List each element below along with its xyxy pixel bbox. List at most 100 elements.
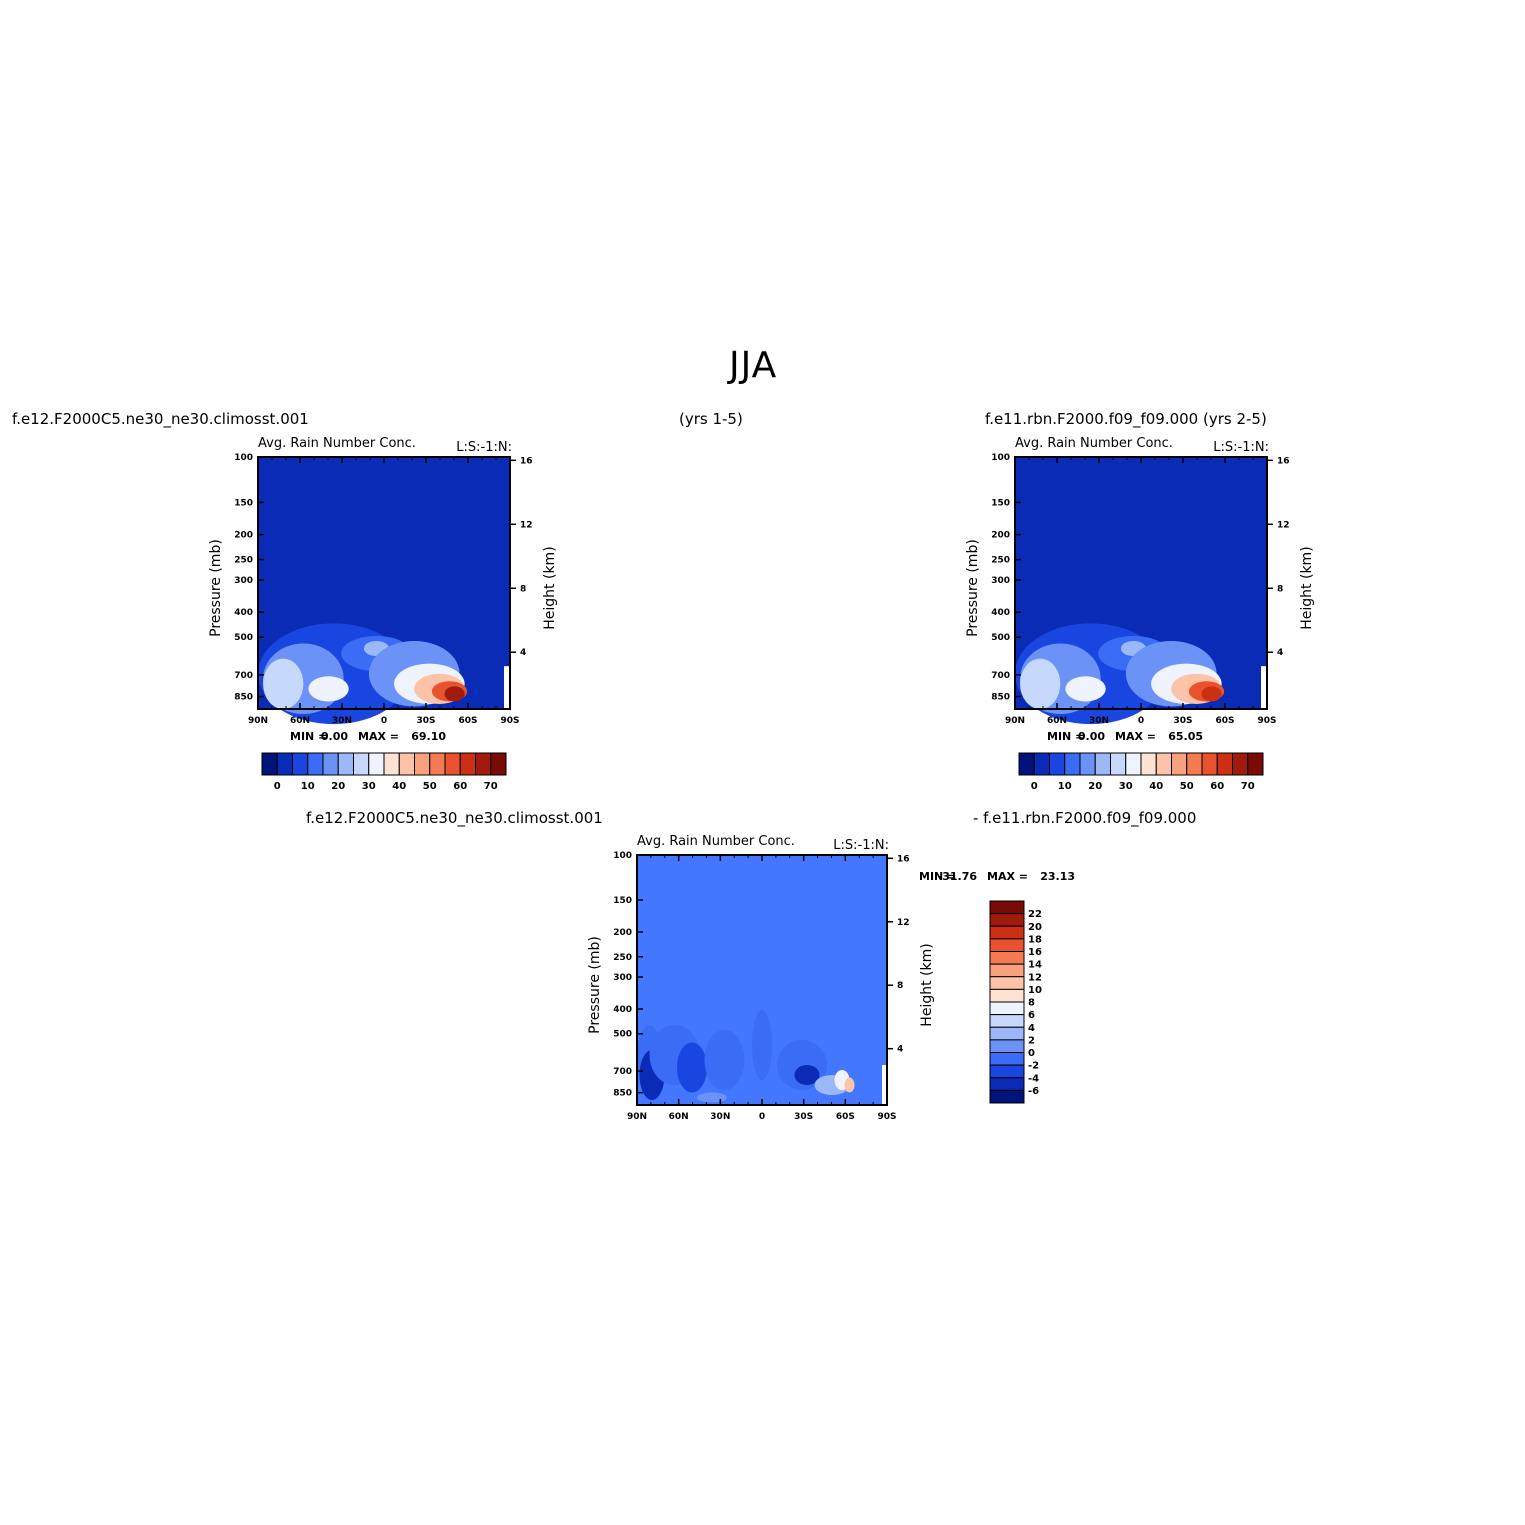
- max-label: MAX =: [987, 870, 1028, 883]
- max-value: 69.10: [411, 730, 446, 743]
- colorbar-tick-label: -6: [1028, 1086, 1039, 1097]
- y-right-tick-label: 16: [897, 854, 910, 864]
- colorbar-tick-label: 50: [423, 781, 437, 792]
- y-tick-label: 250: [234, 556, 253, 566]
- colorbar-swatch: [261, 752, 278, 776]
- colorbar-tick-label: 10: [1028, 985, 1042, 996]
- colorbar-swatch: [1186, 752, 1203, 776]
- y-axis-label: Pressure (mb): [587, 936, 603, 1034]
- colorbar-swatch: [1064, 752, 1081, 776]
- colorbar-tick-label: 6: [1028, 1010, 1035, 1021]
- chart-panel-right: 90N 60N 30N 0 30S 60S 90S100150200250300400500…: [965, 436, 1315, 792]
- contour-region: [677, 1042, 707, 1093]
- y-tick-label: 150: [234, 498, 253, 508]
- colorbar-swatch: [989, 976, 1025, 990]
- colorbar-swatch: [1110, 752, 1127, 776]
- colorbar-swatch: [1049, 752, 1066, 776]
- y-axis-label: Pressure (mb): [965, 539, 981, 637]
- x-tick-label: 30S: [1173, 716, 1192, 726]
- page-title: JJA: [729, 345, 778, 386]
- max-value: 23.13: [1040, 870, 1075, 883]
- y-right-tick-label: 12: [520, 520, 533, 530]
- x-tick-label: 90S: [877, 1112, 896, 1122]
- colorbar-swatch: [989, 1089, 1025, 1104]
- level-tag: L:S:-1:N:: [833, 838, 889, 853]
- colorbar-swatch: [989, 963, 1025, 978]
- y-tick-label: 400: [613, 1005, 632, 1015]
- colorbar-swatch: [989, 1064, 1025, 1079]
- colorbar-tick-label: 70: [484, 781, 498, 792]
- y-tick-label: 850: [613, 1089, 632, 1099]
- colorbar-swatch: [989, 925, 1025, 940]
- colorbar-swatch: [989, 1077, 1025, 1091]
- colorbar-tick-label: 60: [453, 781, 467, 792]
- x-tick-label: 90N: [1005, 716, 1025, 726]
- max-label: MAX =: [1115, 730, 1156, 743]
- colorbar-swatch: [1155, 752, 1172, 776]
- y-tick-label: 150: [613, 896, 632, 906]
- y-tick-label: 300: [613, 973, 632, 983]
- colorbar-tick-label: 50: [1180, 781, 1194, 792]
- colorbar-swatch: [337, 752, 354, 776]
- surface-mask: [1261, 666, 1267, 709]
- y-tick-label: 250: [991, 556, 1010, 566]
- min-value: -31.76: [938, 870, 978, 883]
- colorbar-swatch: [398, 752, 415, 776]
- colorbar-swatch: [1216, 752, 1233, 776]
- colorbar-swatch: [1247, 752, 1264, 776]
- colorbar-tick-label: 14: [1028, 960, 1042, 971]
- colorbar-swatch: [276, 752, 293, 776]
- colorbar-tick-label: 4: [1028, 1023, 1035, 1034]
- colorbar-tick-label: 0: [274, 781, 281, 792]
- y-tick-label: 700: [991, 671, 1010, 681]
- y-right-axis-label: Height (km): [542, 546, 558, 629]
- y-tick-label: 500: [991, 633, 1010, 643]
- diff-right-case: - f.e11.rbn.F2000.f09_f09.000: [973, 809, 1197, 827]
- y-tick-label: 100: [234, 453, 253, 463]
- x-tick-label: 30N: [332, 716, 352, 726]
- y-right-tick-label: 8: [897, 981, 903, 991]
- colorbar-swatch: [1232, 752, 1249, 776]
- colorbar-swatch: [322, 752, 339, 776]
- x-tick-label: 90S: [500, 716, 519, 726]
- contour-region: [1020, 658, 1061, 709]
- y-right-tick-label: 16: [520, 456, 533, 466]
- x-tick-label: 0: [759, 1112, 765, 1122]
- colorbar-swatch: [459, 752, 476, 776]
- y-tick-label: 150: [991, 498, 1010, 508]
- colorbar-tick-label: 2: [1028, 1035, 1035, 1046]
- colorbar-swatch: [989, 1014, 1025, 1028]
- colorbar-swatch: [368, 752, 385, 776]
- x-tick-label: 60N: [290, 716, 310, 726]
- contour-region: [1201, 686, 1222, 702]
- y-right-axis-label: Height (km): [1299, 546, 1315, 629]
- contour-region: [844, 1077, 855, 1093]
- chart-subtitle: Avg. Rain Number Conc.: [637, 834, 795, 849]
- chart-subtitle: Avg. Rain Number Conc.: [1015, 436, 1173, 451]
- colorbar-swatch: [1140, 752, 1157, 776]
- colorbar-swatch: [1171, 752, 1188, 776]
- colorbar-tick-label: 20: [1028, 922, 1042, 933]
- contour-region: [794, 1065, 820, 1085]
- y-tick-label: 100: [991, 453, 1010, 463]
- y-tick-label: 500: [613, 1030, 632, 1040]
- colorbar-tick-label: 10: [1058, 781, 1072, 792]
- colorbar-swatch: [1201, 752, 1218, 776]
- colorbar-swatch: [989, 1026, 1025, 1041]
- header-left-years: (yrs 1-5): [679, 410, 743, 428]
- x-tick-label: 90S: [1257, 716, 1276, 726]
- colorbar-tick-label: -2: [1028, 1061, 1039, 1072]
- min-label: MIN =: [290, 730, 327, 743]
- y-right-axis-label: Height (km): [919, 943, 935, 1026]
- x-tick-label: 30S: [794, 1112, 813, 1122]
- colorbar-tick-label: 30: [362, 781, 376, 792]
- min-label: MIN =: [919, 870, 956, 883]
- y-tick-label: 200: [613, 928, 632, 938]
- colorbar-swatch: [490, 752, 507, 776]
- y-tick-label: 200: [991, 531, 1010, 541]
- min-label: MIN =: [1047, 730, 1084, 743]
- colorbar-swatch: [989, 988, 1025, 1003]
- y-axis-label: Pressure (mb): [208, 539, 224, 637]
- x-tick-label: 30N: [710, 1112, 730, 1122]
- header-left-case: f.e12.F2000C5.ne30_ne30.climosst.001: [12, 410, 309, 428]
